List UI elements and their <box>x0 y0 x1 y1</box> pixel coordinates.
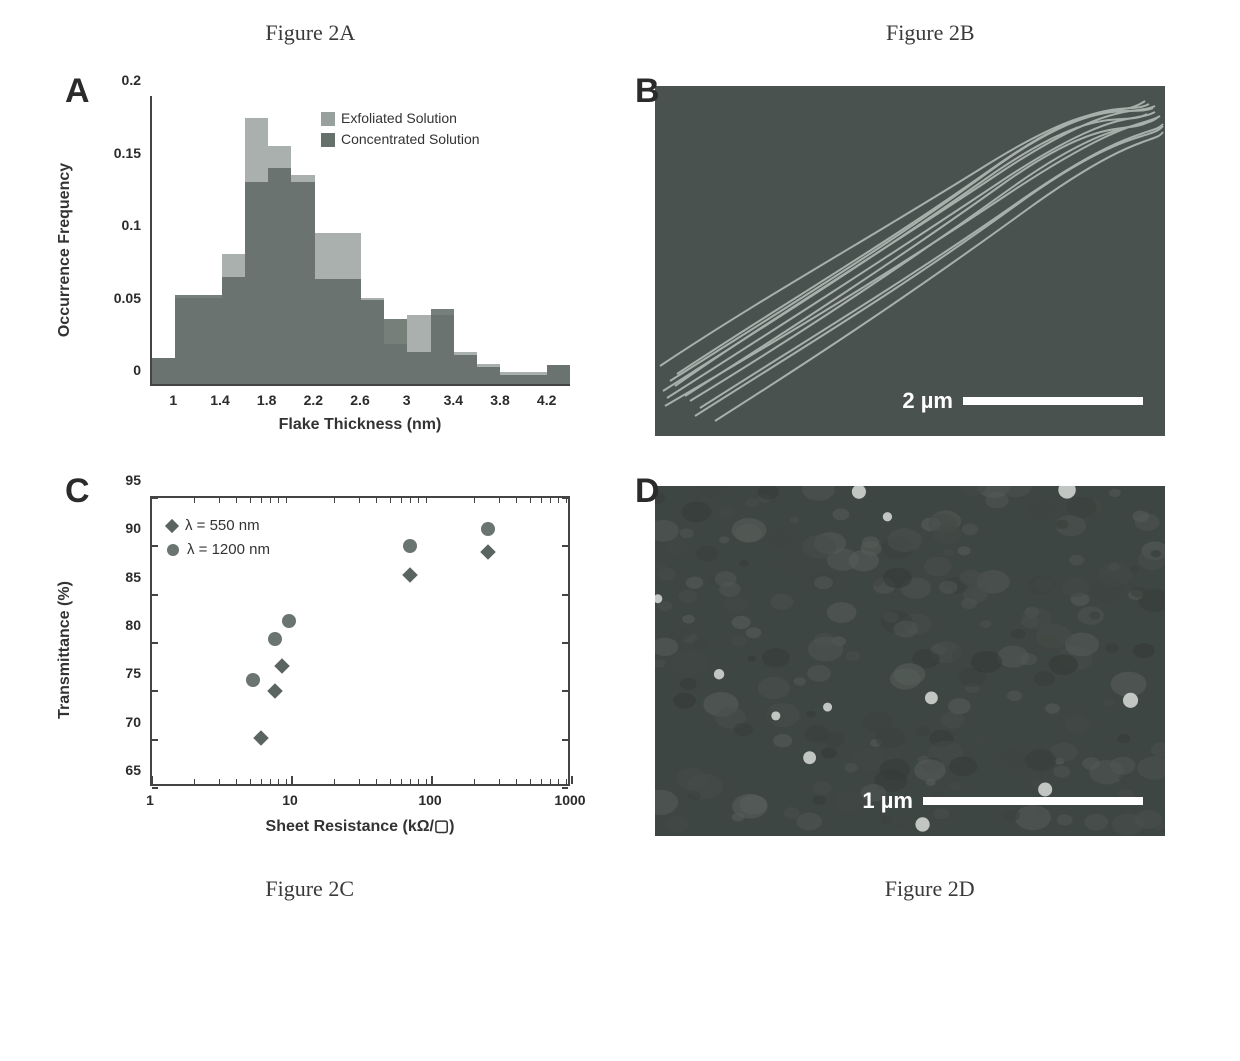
xtick: 1 <box>169 392 177 408</box>
scatter-point <box>480 544 496 560</box>
sem-d-svg <box>655 486 1165 836</box>
panel-letter-b: B <box>635 72 660 111</box>
panel-a-xticks: 1 1.4 1.8 2.2 2.6 3 3.4 3.8 4.2 <box>150 392 570 412</box>
scatter-point <box>481 522 495 536</box>
scatter-point <box>253 730 269 746</box>
bar-concentrated <box>152 358 175 384</box>
bar-concentrated <box>500 375 523 384</box>
panel-a-xlabel: Flake Thickness (nm) <box>150 416 570 434</box>
bar-concentrated <box>268 168 291 384</box>
bar-concentrated <box>477 367 500 384</box>
scatter-point <box>403 539 417 553</box>
ytick: 0.2 <box>122 72 141 88</box>
xtick: 1.4 <box>210 392 229 408</box>
panel-a-yticks: 00.050.10.150.2 <box>105 96 145 386</box>
panel-c-legend: λ = 550 nm λ = 1200 nm <box>167 514 270 562</box>
xtick: 100 <box>418 792 441 808</box>
bar-concentrated <box>361 300 384 384</box>
bar-concentrated <box>175 295 198 384</box>
scatter-point <box>282 614 296 628</box>
bar-concentrated <box>338 279 361 384</box>
scatter-point <box>403 568 419 584</box>
caption-2c: Figure 2C <box>265 876 354 902</box>
panel-d-scalebar: 1 µm <box>862 788 1143 814</box>
xtick: 1.8 <box>257 392 276 408</box>
bar-concentrated <box>384 319 407 384</box>
caption-2b: Figure 2B <box>886 20 975 46</box>
xtick: 1000 <box>554 792 585 808</box>
panel-b-image: 2 µm <box>655 86 1165 436</box>
panel-b-scalebar-line <box>963 397 1143 405</box>
panel-d-scalebar-line <box>923 797 1143 805</box>
bar-concentrated <box>222 277 245 384</box>
panel-c-xticks: 1101001000 <box>150 792 570 812</box>
panel-c-xlabel: Sheet Resistance (kΩ/▢) <box>150 816 570 836</box>
scatter-point <box>267 684 283 700</box>
figure-grid: A Occurrence Frequency 0 0.05 0.1 0.15 0.2 1… <box>0 66 1240 856</box>
ytick: 90 <box>125 520 141 536</box>
bottom-caption-row: Figure 2C Figure 2D <box>0 856 1240 922</box>
ytick: 0 <box>133 362 141 378</box>
legend-1200-label: λ = 1200 nm <box>187 538 270 562</box>
bar-concentrated <box>407 352 430 384</box>
bar-concentrated <box>547 365 570 384</box>
ytick: 65 <box>125 762 141 778</box>
ytick: 70 <box>125 714 141 730</box>
bar-concentrated <box>291 182 314 384</box>
xtick: 2.6 <box>350 392 369 408</box>
legend-550-label: λ = 550 nm <box>185 514 260 538</box>
panel-b: B 2 µm <box>625 66 1185 456</box>
ytick: 75 <box>125 665 141 681</box>
caption-2a: Figure 2A <box>265 20 355 46</box>
ytick: 85 <box>125 569 141 585</box>
top-caption-row: Figure 2A Figure 2B <box>0 0 1240 66</box>
xtick: 1 <box>146 792 154 808</box>
bar-concentrated <box>454 355 477 384</box>
panel-letter-a: A <box>65 72 90 111</box>
panel-b-scalebar-label: 2 µm <box>902 388 953 414</box>
panel-d-scalebar-label: 1 µm <box>862 788 913 814</box>
xtick: 3 <box>403 392 411 408</box>
panel-c-ylabel: Transmittance (%) <box>56 581 74 719</box>
xtick: 3.8 <box>490 392 509 408</box>
xtick: 4.2 <box>537 392 556 408</box>
ytick: 0.1 <box>122 217 141 233</box>
panel-c-yticks: 65707580859095 <box>105 496 145 786</box>
scatter-point <box>274 658 290 674</box>
panel-a: A Occurrence Frequency 0 0.05 0.1 0.15 0.2 1… <box>55 66 615 456</box>
panel-d: D 1 µm <box>625 466 1185 856</box>
sem-b-svg <box>655 86 1165 436</box>
bar-concentrated <box>245 182 268 384</box>
scatter-point <box>246 673 260 687</box>
panel-a-legend: Exfoliated Solution Concentrated Solutio… <box>321 108 480 150</box>
legend-exfoliated-label: Exfoliated Solution <box>341 108 457 129</box>
panel-d-image: 1 µm <box>655 486 1165 836</box>
ytick: 0.05 <box>114 290 141 306</box>
bar-concentrated <box>198 295 221 384</box>
bar-concentrated <box>524 375 547 384</box>
panel-letter-c: C <box>65 472 90 511</box>
bar-concentrated <box>431 309 454 384</box>
ytick: 95 <box>125 472 141 488</box>
bar-concentrated <box>315 279 338 384</box>
caption-2d: Figure 2D <box>885 876 975 902</box>
ytick: 80 <box>125 617 141 633</box>
legend-concentrated-label: Concentrated Solution <box>341 129 480 150</box>
xtick: 2.2 <box>304 392 323 408</box>
scatter-point <box>268 632 282 646</box>
panel-c: C Transmittance (%) 65 70 75 80 85 90 95 1 10 10… <box>55 466 615 856</box>
xtick: 3.4 <box>444 392 463 408</box>
xtick: 10 <box>282 792 298 808</box>
panel-a-ylabel: Occurrence Frequency <box>56 163 74 337</box>
ytick: 0.15 <box>114 145 141 161</box>
panel-b-scalebar: 2 µm <box>902 388 1143 414</box>
panel-letter-d: D <box>635 472 660 511</box>
